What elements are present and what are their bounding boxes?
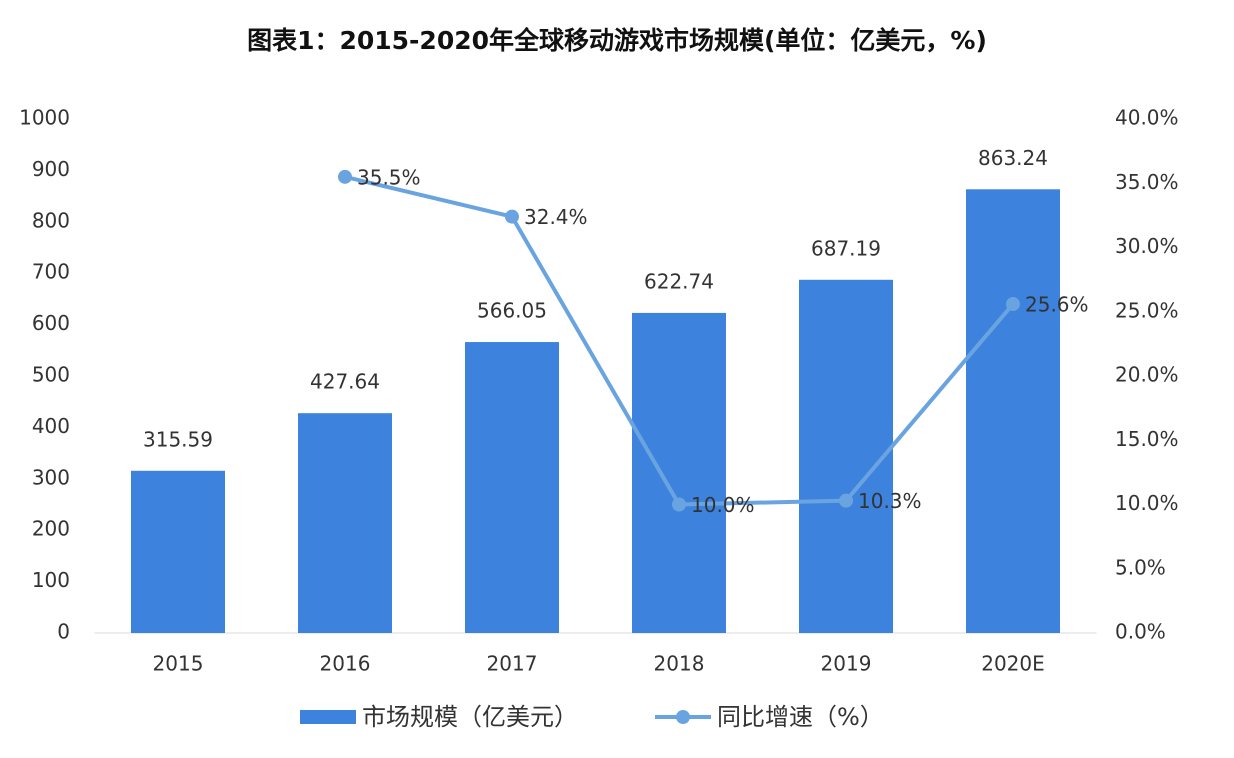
y2-tick-label: 40.0% <box>1115 106 1179 130</box>
y-tick-label: 100 <box>32 568 70 592</box>
y-tick-label: 800 <box>32 208 70 232</box>
line-value-label: 32.4% <box>524 205 588 229</box>
y-tick-label: 500 <box>32 363 70 387</box>
y2-tick-label: 30.0% <box>1115 234 1179 258</box>
x-tick-label: 2017 <box>487 652 538 676</box>
legend-label: 市场规模（亿美元） <box>362 703 578 731</box>
line-point <box>505 209 519 224</box>
y2-tick-label: 15.0% <box>1115 427 1179 451</box>
x-tick-label: 2020E <box>981 652 1045 676</box>
y-tick-label: 900 <box>32 157 70 181</box>
y-tick-label: 0 <box>57 620 70 644</box>
y-tick-label: 600 <box>32 311 70 335</box>
bar <box>966 189 1060 633</box>
y-tick-label: 700 <box>32 260 70 284</box>
y2-tick-label: 20.0% <box>1115 363 1179 387</box>
y2-tick-label: 10.0% <box>1115 491 1179 515</box>
bar <box>465 342 559 633</box>
bar-value-label: 427.64 <box>310 370 380 394</box>
y2-tick-label: 5.0% <box>1115 555 1166 579</box>
y-tick-label: 200 <box>32 517 70 541</box>
bar <box>799 279 893 633</box>
line-point <box>839 493 853 508</box>
legend-label: 同比增速（%） <box>717 703 884 731</box>
line-point <box>1006 297 1020 312</box>
line-value-label: 35.5% <box>357 165 421 189</box>
y-tick-label: 300 <box>32 465 70 489</box>
line-value-label: 25.6% <box>1025 293 1089 317</box>
bar-value-label: 687.19 <box>811 236 881 260</box>
line-value-label: 10.3% <box>858 489 922 513</box>
y2-tick-label: 25.0% <box>1115 298 1179 322</box>
bar <box>131 470 225 633</box>
y-tick-label: 400 <box>32 414 70 438</box>
y2-tick-label: 0.0% <box>1115 620 1166 644</box>
bar <box>298 413 392 633</box>
x-tick-label: 2018 <box>654 652 705 676</box>
legend-swatch <box>676 710 690 724</box>
bar-value-label: 566.05 <box>477 299 547 323</box>
legend-swatch <box>300 710 356 724</box>
line-point <box>338 169 352 184</box>
bar <box>632 312 726 633</box>
y2-tick-label: 35.0% <box>1115 170 1179 194</box>
y-tick-label: 1000 <box>19 106 70 130</box>
line-point <box>672 497 686 512</box>
bar-value-label: 863.24 <box>978 146 1048 170</box>
bar-value-label: 622.74 <box>644 269 714 293</box>
bar-value-label: 315.59 <box>143 427 213 451</box>
line-value-label: 10.0% <box>691 493 755 517</box>
x-tick-label: 2015 <box>153 652 204 676</box>
x-tick-label: 2019 <box>821 652 872 676</box>
chart-title: 图表1：2015-2020年全球移动游戏市场规模(单位：亿美元，%) <box>247 26 987 55</box>
x-tick-label: 2016 <box>320 652 371 676</box>
